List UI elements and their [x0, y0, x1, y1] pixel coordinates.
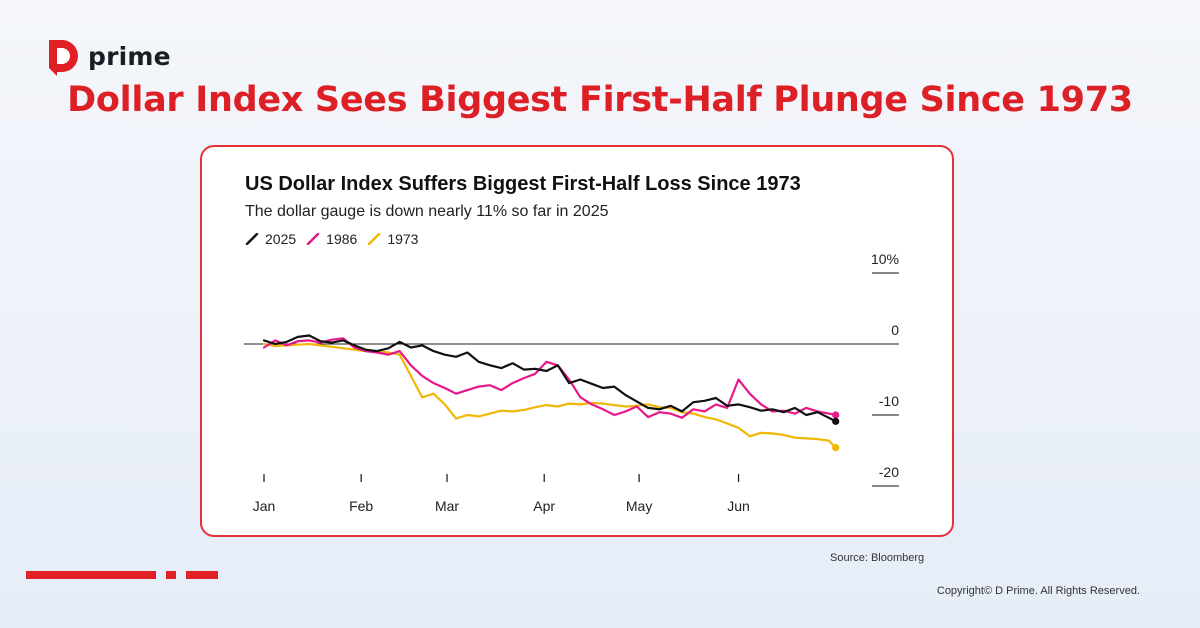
copyright-note: Copyright© D Prime. All Rights Reserved.	[936, 585, 1140, 597]
source-note: Source: Bloomberg	[830, 552, 925, 564]
decor-bar-long	[26, 571, 156, 579]
decor-bar-short	[186, 571, 218, 579]
x-tick-label-5: Jun	[727, 498, 750, 514]
series-line-1973	[262, 342, 837, 449]
series-line-2025	[262, 334, 837, 423]
legend-item-1973: 1973	[367, 231, 418, 247]
d-logo-icon	[49, 40, 78, 76]
legend-swatch-1986	[306, 233, 320, 245]
brand-logo: prime	[42, 36, 171, 76]
chart-plot: 10% 0 -10 -20 Jan Feb Mar Apr May Jun	[244, 251, 899, 514]
legend-label-1973: 1973	[387, 231, 419, 247]
legend-swatch-1973	[368, 233, 381, 245]
legend-label-1986: 1986	[326, 231, 358, 247]
logo-text: prime	[88, 41, 171, 71]
x-tick-label-1: Feb	[349, 498, 373, 514]
decor-bar-dot	[166, 571, 176, 579]
legend-swatch-2025	[245, 233, 259, 245]
legend-item-2025: 2025	[245, 231, 296, 247]
x-tick-label-0: Jan	[253, 498, 276, 514]
chart-subtitle: The dollar gauge is down nearly 11% so f…	[245, 203, 609, 220]
x-tick-label-2: Mar	[435, 498, 459, 514]
page-headline: Dollar Index Sees Biggest First-Half Plu…	[67, 80, 1133, 120]
chart-card: US Dollar Index Suffers Biggest First-Ha…	[200, 145, 954, 537]
legend-item-1986: 1986	[306, 231, 357, 247]
x-tick-label-3: Apr	[533, 498, 555, 514]
x-tick-label-4: May	[626, 498, 652, 514]
chart-title: US Dollar Index Suffers Biggest First-Ha…	[245, 173, 801, 195]
chart-legend: 2025 1986 1973	[245, 231, 428, 247]
series-end-dot-1986	[832, 411, 840, 419]
series-end-dot-2025	[832, 417, 840, 425]
y-tick-label-3: -20	[879, 464, 899, 480]
y-tick-label-1: 0	[891, 322, 899, 338]
series-line-1986	[262, 337, 837, 419]
y-tick-label-0: 10%	[871, 251, 899, 267]
y-tick-label-2: -10	[879, 393, 899, 409]
series-end-dot-1973	[832, 444, 840, 452]
legend-label-2025: 2025	[265, 231, 297, 247]
